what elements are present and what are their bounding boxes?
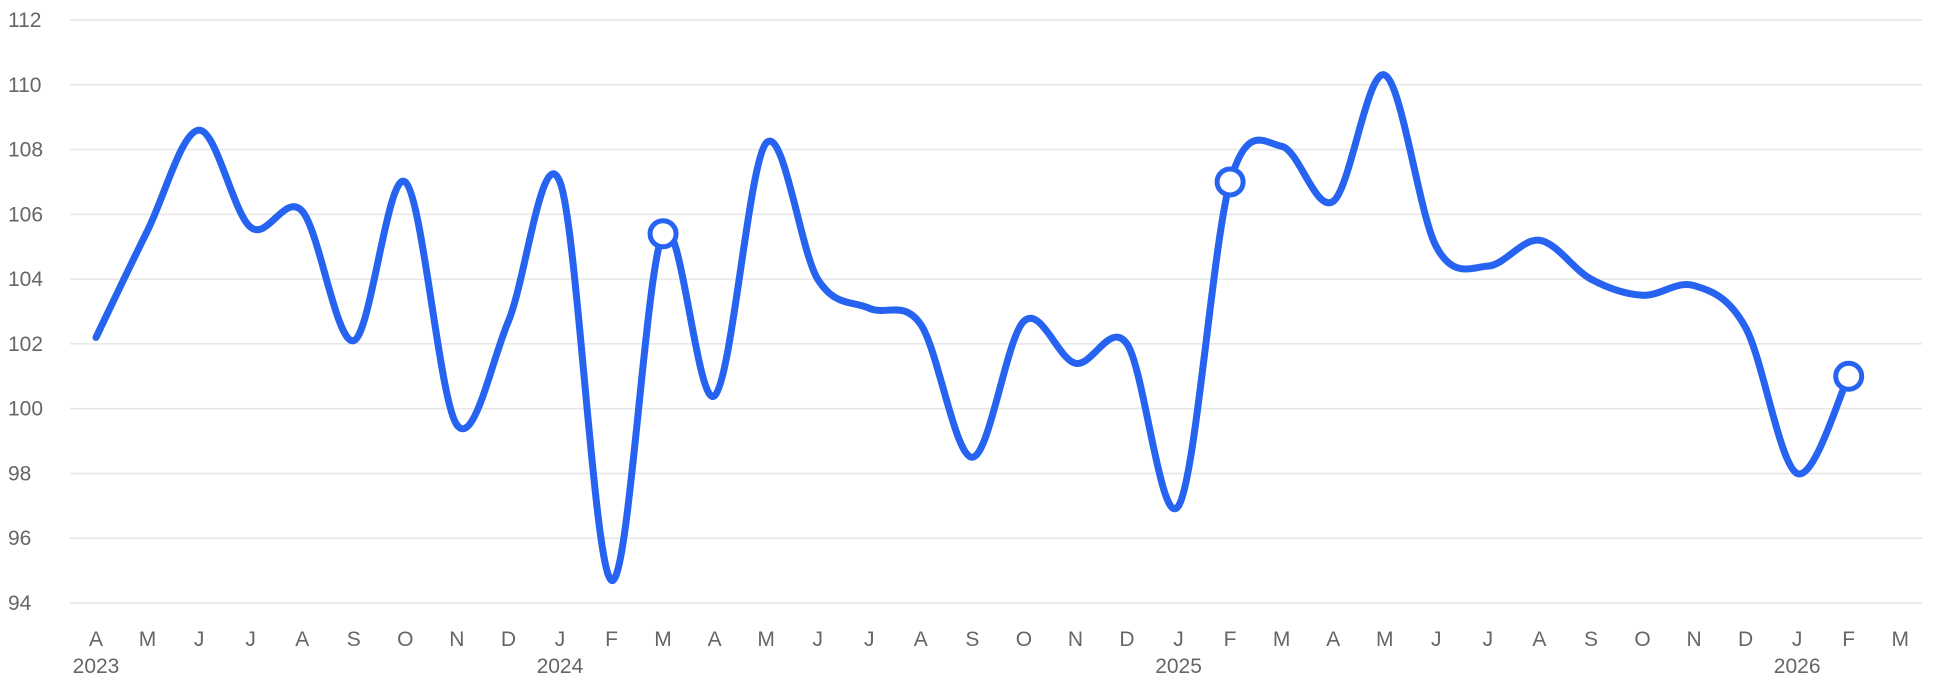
x-tick-label: O xyxy=(397,628,413,651)
x-tick-label: A xyxy=(708,628,722,651)
x-tick-label: J xyxy=(555,628,566,651)
x-tick-label: A xyxy=(1326,628,1340,651)
x-year-label: 2024 xyxy=(537,655,584,677)
x-tick-label: S xyxy=(1584,628,1598,651)
y-tick-label: 110 xyxy=(8,74,41,97)
x-tick-label: O xyxy=(1016,628,1032,651)
x-year-label: 2026 xyxy=(1774,655,1821,677)
x-year-label: 2025 xyxy=(1155,655,1202,677)
x-tick-label: J xyxy=(1431,628,1442,651)
x-tick-label: A xyxy=(295,628,309,651)
x-tick-label: J xyxy=(1792,628,1803,651)
y-tick-label: 98 xyxy=(8,462,31,485)
series-line xyxy=(92,71,1853,584)
x-tick-label: J xyxy=(1173,628,1184,651)
x-tick-label: M xyxy=(1273,628,1291,651)
x-tick-label: J xyxy=(812,628,823,651)
x-tick-label: N xyxy=(449,628,464,651)
x-tick-label: A xyxy=(1532,628,1546,651)
y-tick-label: 104 xyxy=(8,268,43,291)
x-tick-label: D xyxy=(1738,628,1753,651)
x-year-label: 2023 xyxy=(73,655,120,677)
x-tick-label: N xyxy=(1686,628,1701,651)
x-tick-label: O xyxy=(1634,628,1650,651)
x-tick-label: M xyxy=(1892,628,1910,651)
y-tick-label: 94 xyxy=(8,592,32,615)
x-tick-label: M xyxy=(139,628,157,651)
x-tick-label: A xyxy=(914,628,928,651)
grid-lines xyxy=(70,19,1922,604)
point-marker[interactable] xyxy=(647,218,679,250)
x-tick-label: M xyxy=(654,628,672,651)
x-tick-label: A xyxy=(89,628,103,651)
y-axis: 94 96 98 100 102 104 106 108 110 112 xyxy=(8,9,43,615)
point-marker[interactable] xyxy=(1214,166,1246,198)
x-tick-label: J xyxy=(194,628,205,651)
x-tick-label: D xyxy=(1119,628,1134,651)
y-tick-label: 106 xyxy=(8,203,43,226)
y-tick-label: 108 xyxy=(8,139,43,162)
series-layer xyxy=(92,71,1853,584)
x-tick-label: F xyxy=(1224,628,1237,651)
x-tick-label: D xyxy=(501,628,516,651)
x-tick-label: J xyxy=(1483,628,1494,651)
x-tick-label: S xyxy=(965,628,979,651)
x-tick-label: F xyxy=(1842,628,1855,651)
x-axis: A M J J A S O N D J F M A M J J A S O N D J F M A M J J A S O N D J F M 2023… xyxy=(73,628,1909,677)
x-tick-label: M xyxy=(1376,628,1394,651)
x-tick-label: S xyxy=(347,628,361,651)
x-tick-label: J xyxy=(864,628,875,651)
x-tick-label: N xyxy=(1068,628,1083,651)
x-tick-label: J xyxy=(245,628,256,651)
point-marker[interactable] xyxy=(1833,360,1865,392)
x-tick-label: M xyxy=(757,628,775,651)
y-tick-label: 112 xyxy=(8,9,41,32)
marker-layer xyxy=(647,166,1865,392)
x-tick-label: F xyxy=(605,628,618,651)
y-tick-label: 96 xyxy=(8,527,31,550)
y-tick-label: 102 xyxy=(8,333,43,356)
y-tick-label: 100 xyxy=(8,398,43,421)
